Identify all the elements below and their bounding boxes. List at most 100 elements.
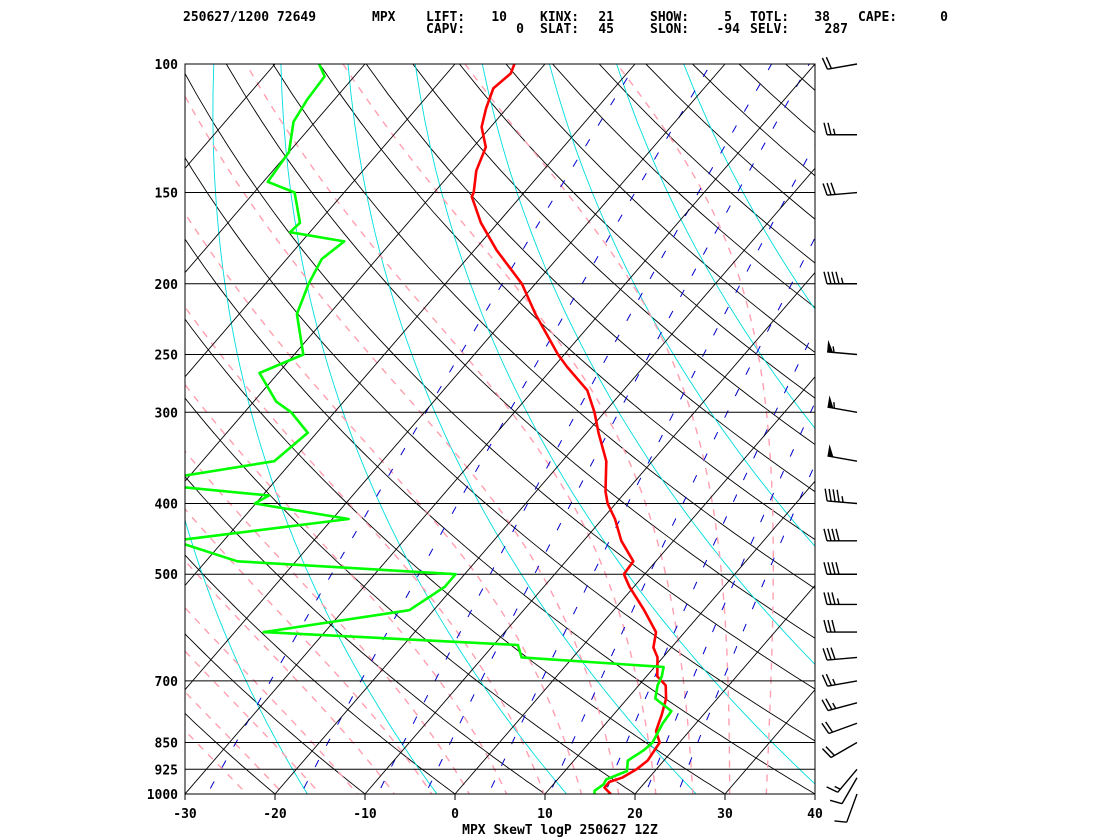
wind-barb-staff	[827, 406, 858, 413]
wind-barb-full	[827, 122, 832, 135]
wind-barb	[834, 793, 858, 823]
dry-adiabat	[459, 64, 815, 399]
wind-barb-full	[831, 528, 836, 542]
moist-adiabat	[185, 559, 396, 794]
isotherm	[274, 167, 815, 794]
wind-barb-full	[832, 489, 836, 502]
wind-barb-flag	[827, 395, 834, 409]
moist-adiabat	[185, 729, 248, 794]
saturation-curve	[548, 64, 815, 547]
wind-barb-full	[826, 647, 832, 660]
wind-barb-full	[831, 592, 836, 605]
kinx-value: 21	[598, 10, 614, 25]
wind-barb-staff	[827, 191, 858, 196]
wind-barb-staff	[827, 351, 858, 356]
wind-barb-full	[835, 562, 840, 575]
isotherm	[185, 64, 276, 169]
selv-value: 287	[824, 22, 848, 37]
wind-barb-full	[823, 592, 828, 605]
moist-adiabat	[185, 650, 322, 794]
lift-value: 10	[491, 10, 507, 25]
wind-barb-staff	[846, 793, 858, 823]
wind-barb-full	[823, 271, 828, 284]
dry-adiabat	[738, 64, 815, 134]
wind-barb-staff	[827, 702, 858, 712]
wind-barb-full	[828, 488, 832, 502]
dry-adiabat	[185, 554, 456, 794]
isotherm	[544, 480, 815, 794]
wind-barb	[822, 182, 858, 196]
moist-adiabat	[464, 64, 731, 794]
dry-adiabat	[185, 72, 815, 690]
saturation-curve	[212, 64, 438, 794]
wind-barb-full	[821, 674, 829, 687]
temperature-tick-label: 20	[627, 807, 643, 822]
wind-barb-full	[827, 619, 832, 633]
mixing-ratio-line	[206, 64, 637, 794]
header-panel: 250627/1200 72649 MPX LIFT: 10 KINX: 21 SHOW: 5…	[0, 0, 1120, 50]
chart-caption: MPX SkewT logP 250627 12Z	[462, 823, 658, 838]
pressure-tick-label: 700	[155, 675, 179, 690]
pressure-tick-label: 500	[155, 568, 179, 583]
wind-barb-full	[827, 271, 832, 284]
pressure-tick-label: 200	[155, 278, 179, 293]
wind-barb-full	[830, 182, 836, 195]
wind-barb-full	[822, 183, 828, 196]
wind-barb-staff	[827, 500, 858, 505]
wind-barb	[823, 528, 857, 542]
moist-adiabat	[185, 450, 471, 794]
mixing-ratio-line	[549, 236, 815, 794]
mixing-ratio-line	[300, 64, 712, 794]
dry-adiabat	[692, 64, 815, 177]
moist-adiabat	[616, 64, 774, 794]
dry-adiabat	[185, 712, 276, 794]
isotherm	[185, 64, 456, 378]
wind-barb-full	[831, 562, 836, 575]
isotherm	[454, 376, 815, 794]
wind-barb-staff	[827, 455, 858, 462]
isotherm	[185, 64, 636, 587]
wind-barb-full	[827, 528, 832, 542]
dry-adiabat	[645, 64, 815, 220]
dry-adiabat	[832, 64, 1120, 810]
wind-barb-full	[835, 528, 840, 542]
wind-barb-flag	[827, 444, 834, 457]
wind-barb	[821, 56, 858, 70]
wind-barb-full	[821, 748, 832, 758]
slat-label: SLAT:	[540, 22, 580, 37]
temperature-tick-label: 30	[717, 807, 733, 822]
wind-barb-full	[825, 721, 834, 733]
moist-adiabat	[185, 94, 620, 794]
temperature-tick-label: -20	[263, 807, 287, 822]
wind-barb-full	[825, 746, 835, 756]
wind-barb	[827, 444, 858, 462]
dewpoint-profile	[185, 64, 673, 794]
wind-barb-half	[832, 346, 835, 353]
moist-adiabat	[245, 64, 657, 794]
slon-value: -94	[716, 22, 740, 37]
temperature-tick-label: 10	[537, 807, 553, 822]
isotherm	[185, 64, 366, 274]
lift-label: LIFT:	[426, 10, 466, 25]
slon-label: SLON:	[650, 22, 690, 37]
slat-value: 45	[598, 22, 614, 37]
moist-adiabat	[185, 690, 285, 794]
dry-adiabat	[185, 633, 366, 794]
temperature-tick-label: 40	[807, 807, 823, 822]
wind-barb	[823, 271, 857, 285]
wind-barb-staff	[837, 768, 858, 793]
wind-barb-full	[829, 799, 843, 805]
saturation-curve	[347, 64, 697, 794]
dry-adiabat	[225, 64, 815, 639]
saturation-curve	[280, 64, 568, 794]
cape-label: CAPE:	[858, 10, 898, 25]
isotherm	[0, 64, 95, 794]
dry-adiabat	[598, 64, 815, 264]
wind-barb	[827, 339, 858, 356]
dry-adiabat	[552, 64, 815, 308]
wind-barb	[822, 647, 858, 661]
dry-adiabat	[185, 156, 815, 742]
station-id: MPX	[372, 10, 396, 25]
moist-adiabat	[185, 383, 508, 794]
